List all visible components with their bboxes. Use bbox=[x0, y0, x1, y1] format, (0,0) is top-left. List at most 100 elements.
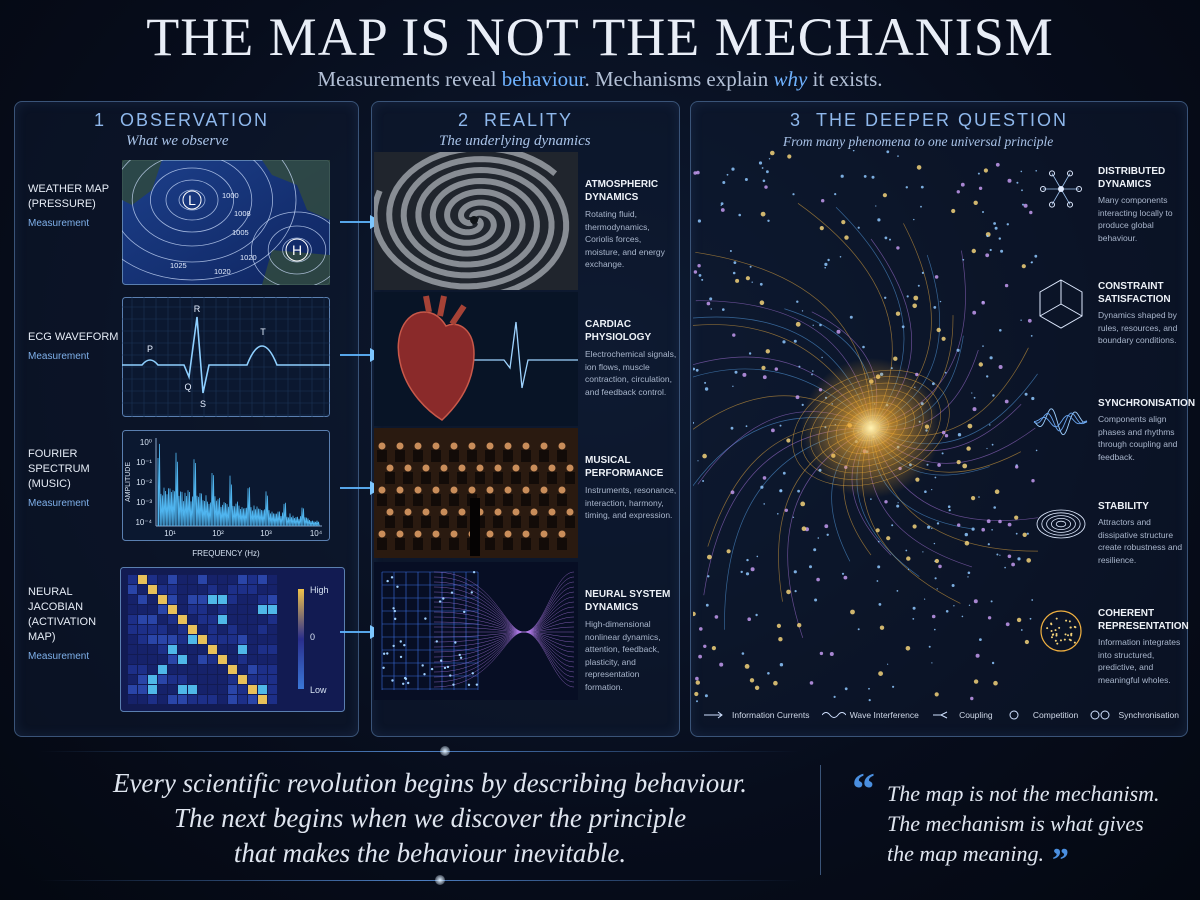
statement-line: that makes the behaviour inevitable. bbox=[233, 838, 627, 868]
legend-label: Wave Interference bbox=[849, 710, 919, 720]
heat-cell bbox=[128, 675, 137, 684]
node bbox=[1016, 181, 1019, 184]
heat-cell bbox=[138, 685, 147, 694]
musician-body bbox=[511, 516, 521, 528]
musician-body bbox=[439, 472, 449, 484]
musician-body bbox=[539, 450, 549, 462]
musician-head bbox=[530, 464, 538, 472]
wave-label: S bbox=[200, 399, 206, 409]
node bbox=[704, 381, 707, 384]
musician-head bbox=[512, 508, 520, 516]
node bbox=[931, 614, 936, 619]
node bbox=[787, 154, 792, 159]
musician-head bbox=[566, 464, 574, 472]
heat-cell bbox=[128, 625, 137, 634]
musician-body bbox=[431, 450, 441, 462]
legend-icon bbox=[1090, 710, 1110, 720]
item-title: NEURAL SYSTEM DYNAMICS bbox=[585, 589, 671, 613]
icon-dot bbox=[1067, 170, 1073, 177]
node bbox=[922, 551, 924, 553]
node bbox=[719, 662, 724, 667]
musician-body bbox=[539, 494, 549, 506]
heat-cell bbox=[268, 665, 277, 674]
node bbox=[944, 434, 949, 438]
panel-title: THE DEEPER QUESTION bbox=[816, 110, 1069, 130]
node bbox=[877, 540, 880, 543]
musician-body bbox=[385, 472, 395, 484]
musician-body bbox=[565, 516, 575, 528]
panel-heading: 2 REALITY bbox=[458, 110, 587, 131]
panel-title: OBSERVATION bbox=[120, 110, 270, 130]
node bbox=[983, 168, 988, 173]
isobar-label: 1008 bbox=[234, 209, 251, 218]
heat-cell bbox=[228, 635, 237, 644]
reality-item: NEURAL SYSTEM DYNAMICS High-dimensional n… bbox=[585, 588, 677, 693]
heat-cell bbox=[218, 675, 227, 684]
icon-dot bbox=[1074, 626, 1077, 629]
node bbox=[868, 699, 871, 702]
node bbox=[798, 365, 801, 368]
musician-head bbox=[450, 530, 458, 538]
musician-body bbox=[421, 516, 431, 528]
panel-heading: 3 THE DEEPER QUESTION bbox=[790, 110, 1082, 131]
musician-body bbox=[485, 494, 495, 506]
musician-body bbox=[521, 494, 531, 506]
node bbox=[917, 284, 920, 287]
heat-cell bbox=[228, 625, 237, 634]
subtitle-emphasis: why bbox=[773, 67, 808, 91]
musician-body bbox=[421, 472, 431, 484]
node bbox=[951, 208, 956, 214]
node bbox=[795, 395, 800, 400]
heat-cell bbox=[138, 675, 147, 684]
heat-cell bbox=[258, 635, 267, 644]
node bbox=[970, 696, 974, 701]
node bbox=[989, 356, 993, 360]
heat-cell bbox=[158, 615, 167, 624]
heat-cell bbox=[168, 685, 177, 694]
node bbox=[941, 430, 946, 435]
heat-cell bbox=[248, 605, 257, 614]
heat-cell bbox=[258, 615, 267, 624]
pressure-center bbox=[285, 238, 309, 262]
node bbox=[1030, 261, 1033, 264]
heat-cell bbox=[138, 575, 147, 584]
node bbox=[987, 543, 990, 546]
heat-cell bbox=[218, 595, 227, 604]
y-tick-label: 10⁰ bbox=[140, 438, 152, 447]
node bbox=[981, 527, 985, 532]
node bbox=[985, 253, 990, 258]
node bbox=[884, 296, 887, 299]
heat-cell bbox=[138, 655, 147, 664]
wave-label: P bbox=[147, 344, 153, 354]
heat-cell bbox=[188, 625, 197, 634]
heat-cell bbox=[178, 645, 187, 654]
node bbox=[793, 570, 797, 574]
node bbox=[786, 589, 791, 595]
legend-icon bbox=[704, 711, 723, 719]
node bbox=[726, 173, 729, 176]
principle-icon bbox=[1040, 610, 1082, 652]
legend-item: Information Currents bbox=[704, 710, 809, 720]
high-label: H bbox=[292, 242, 302, 258]
quote-mark: ” bbox=[1052, 842, 1070, 879]
item-text: Information integrates into structured, … bbox=[1098, 637, 1181, 685]
node bbox=[1035, 170, 1037, 172]
node bbox=[760, 211, 766, 217]
node bbox=[697, 460, 699, 462]
node bbox=[934, 628, 936, 631]
node bbox=[761, 167, 764, 169]
node bbox=[764, 185, 768, 189]
node bbox=[1024, 392, 1028, 396]
node bbox=[801, 403, 804, 406]
musician-body bbox=[449, 494, 459, 506]
isobar bbox=[178, 189, 206, 211]
heat-cell bbox=[208, 645, 217, 654]
statement-line: The next begins when we discover the pri… bbox=[173, 803, 687, 833]
node bbox=[762, 179, 766, 183]
heat-cell bbox=[178, 635, 187, 644]
statement-line: Every scientific revolution begins by de… bbox=[112, 768, 748, 798]
musician-head bbox=[440, 508, 448, 516]
node bbox=[836, 329, 841, 334]
panel-subtitle: The underlying dynamics bbox=[439, 133, 591, 149]
panel-heading: 1 OBSERVATION bbox=[94, 110, 283, 131]
